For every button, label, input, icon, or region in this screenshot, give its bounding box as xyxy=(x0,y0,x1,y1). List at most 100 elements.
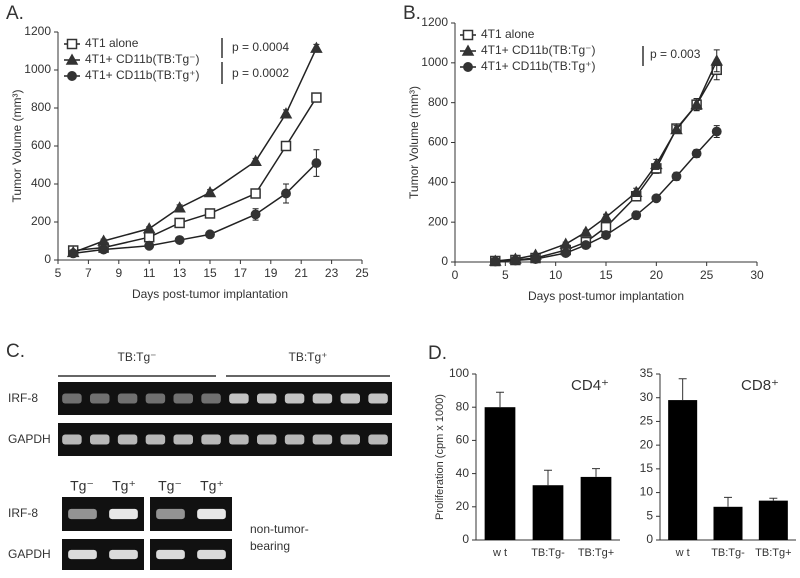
series-line xyxy=(73,162,317,255)
marker xyxy=(142,222,156,234)
x-tick-label: 9 xyxy=(115,266,122,280)
error-bar xyxy=(678,378,687,401)
gel-band xyxy=(312,434,333,445)
annotation: p = 0.0002 xyxy=(232,66,289,80)
bar xyxy=(713,506,743,540)
error-bar xyxy=(496,391,504,408)
marker xyxy=(281,188,291,199)
bar xyxy=(484,407,516,540)
x-tick-label: 15 xyxy=(203,266,217,280)
gel-band xyxy=(62,434,82,445)
x-tick-label: 7 xyxy=(85,266,92,280)
marker xyxy=(710,54,724,66)
error-bar xyxy=(544,469,552,486)
y-tick-label: 25 xyxy=(640,414,654,428)
y-tick-label: 60 xyxy=(456,433,470,447)
x-tick-label: 25 xyxy=(700,268,714,282)
gel-band xyxy=(145,434,166,445)
y-tick-label: 200 xyxy=(31,214,51,228)
marker xyxy=(174,235,185,246)
y-tick-label: 0 xyxy=(646,532,653,546)
gel-band xyxy=(340,393,360,404)
marker xyxy=(510,255,521,266)
x-tick-label: 11 xyxy=(143,266,156,280)
gel-band xyxy=(257,393,277,404)
group-label: TB:Tg⁺ xyxy=(288,350,327,364)
gel-band xyxy=(90,434,110,445)
x-tick-label: w t xyxy=(492,547,507,559)
marker xyxy=(631,210,642,221)
legend-label: 4T1 alone xyxy=(481,27,535,41)
gel-band xyxy=(68,508,97,520)
axis xyxy=(57,32,362,261)
lane-label: Tg⁻ xyxy=(70,478,94,494)
marker xyxy=(311,92,322,103)
bar xyxy=(668,400,698,540)
x-tick-label: 20 xyxy=(650,268,664,282)
gel-band xyxy=(368,393,388,404)
gel-band xyxy=(368,434,388,445)
marker xyxy=(250,188,261,199)
gel-band xyxy=(173,393,193,404)
x-tick-label: TB:Tg- xyxy=(711,547,745,559)
marker xyxy=(174,217,185,229)
gel-band xyxy=(201,393,221,404)
marker xyxy=(690,98,703,110)
gel xyxy=(58,382,392,415)
y-tick-label: 1200 xyxy=(421,15,448,29)
row-label: IRF-8 xyxy=(8,506,38,520)
x-tick-label: 30 xyxy=(750,268,764,282)
legend-label: 4T1+ CD11b(TB:Tg⁻) xyxy=(481,43,595,57)
y-tick-label: 1200 xyxy=(24,24,51,38)
x-tick-label: TB:Tg+ xyxy=(578,547,614,559)
gel-band xyxy=(201,434,221,445)
x-axis-label: Days post-tumor implantation xyxy=(132,287,288,301)
panel-label: A. xyxy=(6,3,24,24)
x-tick-label: 5 xyxy=(502,268,509,282)
y-axis-label: Tumor Volume (mm³) xyxy=(407,86,421,199)
gel-band xyxy=(62,393,82,404)
gel-band xyxy=(197,508,226,520)
y-tick-label: 1000 xyxy=(421,55,448,69)
y-tick-label: 35 xyxy=(640,366,654,380)
y-tick-label: 5 xyxy=(646,508,653,522)
y-tick-label: 10 xyxy=(640,485,654,499)
y-tick-label: 15 xyxy=(640,461,654,475)
series-line xyxy=(73,97,318,252)
x-tick-label: 17 xyxy=(234,266,248,280)
y-tick-label: 400 xyxy=(31,176,51,190)
x-tick-label: 25 xyxy=(355,266,369,280)
legend-label: 4T1+ CD11b(TB:Tg⁺) xyxy=(481,59,595,73)
y-tick-label: 800 xyxy=(428,95,448,109)
y-tick-label: 0 xyxy=(462,532,469,546)
bar xyxy=(580,476,612,540)
marker xyxy=(68,248,79,259)
marker xyxy=(203,186,217,198)
marker xyxy=(580,240,591,251)
row-label: IRF-8 xyxy=(8,391,38,405)
gel-band xyxy=(145,393,166,404)
gel-band xyxy=(109,549,138,560)
marker xyxy=(98,244,109,255)
y-tick-label: 20 xyxy=(640,437,654,451)
y-tick-label: 20 xyxy=(456,499,470,513)
x-tick-label: 10 xyxy=(549,268,563,282)
gel-band xyxy=(90,393,110,404)
legend-marker xyxy=(67,71,77,81)
marker xyxy=(670,123,683,135)
legend-label: 4T1 alone xyxy=(85,36,139,50)
marker xyxy=(650,157,663,170)
annotation: p = 0.0004 xyxy=(232,40,289,54)
lane-label: Tg⁻ xyxy=(158,478,182,494)
marker xyxy=(205,229,215,240)
marker xyxy=(601,230,611,241)
marker xyxy=(691,148,702,159)
panel-label: B. xyxy=(403,3,421,24)
marker xyxy=(279,107,293,119)
lane-label: Tg⁺ xyxy=(112,478,136,494)
annotation: p = 0.003 xyxy=(650,47,701,61)
marker xyxy=(490,256,501,267)
legend-label: 4T1+ CD11b(TB:Tg⁺) xyxy=(85,68,199,82)
marker xyxy=(559,237,573,249)
y-tick-label: 0 xyxy=(441,254,448,268)
